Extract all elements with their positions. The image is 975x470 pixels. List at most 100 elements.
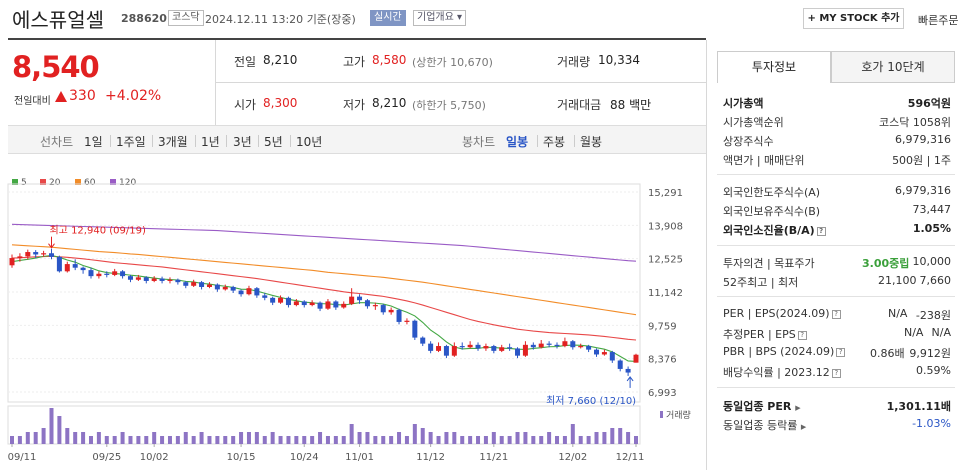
candle-body xyxy=(451,346,457,356)
period-3y[interactable]: 3년 xyxy=(233,135,252,149)
legend-label: 5 xyxy=(21,178,27,188)
invest-value: 6,979,316 xyxy=(895,133,951,146)
candle-body xyxy=(443,346,449,356)
candle-body xyxy=(333,301,339,308)
period-1y[interactable]: 1년 xyxy=(201,135,220,149)
candle-body xyxy=(25,252,31,257)
volume-bar xyxy=(41,428,46,444)
candle-body xyxy=(206,284,212,287)
invest-value: -238원 xyxy=(915,309,951,322)
upper-limit: (상한가 10,670) xyxy=(412,56,493,69)
candle-body xyxy=(254,288,260,296)
invest-value: 596억원 xyxy=(907,97,951,110)
company-overview-dropdown[interactable]: 기업개요 ▾ xyxy=(413,10,466,26)
volume-bar xyxy=(112,436,117,444)
chart-annotations: 최고 12,940 (09/19) 최저 7,660 (12/10) xyxy=(48,225,636,407)
candle-weekly[interactable]: 주봉 xyxy=(543,135,566,149)
volume-bar xyxy=(618,428,623,444)
volume-bar xyxy=(333,436,338,444)
volume-bar xyxy=(341,436,346,444)
volume-bar xyxy=(428,432,433,444)
invest-value: 1.05% xyxy=(912,222,951,235)
period-5y[interactable]: 5년 xyxy=(264,135,283,149)
y-tick-label: 6,993 xyxy=(648,388,677,399)
volume-bar xyxy=(310,436,315,444)
add-mystock-button[interactable]: + MY STOCK 추가 xyxy=(803,8,904,29)
candle-body xyxy=(522,344,528,356)
volume-bar xyxy=(555,436,560,444)
legend-label: 120 xyxy=(119,178,136,188)
volume-label: 거래량 xyxy=(557,55,591,69)
volume-bar xyxy=(239,432,244,444)
volume-bar xyxy=(626,432,631,444)
high-label: 고가 xyxy=(343,55,366,69)
help-icon[interactable]: ? xyxy=(836,348,846,357)
help-icon[interactable]: ? xyxy=(831,310,841,319)
change-rate: +4.02% xyxy=(105,88,162,104)
legend-swatch xyxy=(110,179,116,185)
invest-label: PER | EPS(2024.09)? xyxy=(723,307,841,320)
price-chart[interactable]: 5 20 60 120 15,291 13,908 12,525 11,142 9,759 8,… xyxy=(0,170,706,470)
quick-order-link[interactable]: 빠른주문 xyxy=(918,14,959,27)
candle-body xyxy=(183,282,189,286)
candle-body xyxy=(562,341,568,347)
help-icon[interactable]: ? xyxy=(797,331,807,340)
volume-bar xyxy=(325,436,330,444)
volume-bar xyxy=(96,432,101,444)
candle-body xyxy=(191,282,197,286)
volume-frame xyxy=(7,405,641,445)
chart-period-bar: 선차트 1일 1주일 3개월 1년 3년 5년 10년 봉차트 일봉 주봉 월봉 xyxy=(8,125,706,154)
volume-bar xyxy=(491,432,496,444)
candle-body xyxy=(80,267,86,271)
volume-bar xyxy=(231,436,236,444)
candle-body xyxy=(309,302,315,306)
volume-legend-swatch xyxy=(660,411,663,418)
current-price: 8,540 xyxy=(12,50,100,84)
volume-value: 10,334 xyxy=(598,53,640,67)
x-tick-label: 11/21 xyxy=(479,452,508,463)
volume-bar xyxy=(246,432,251,444)
max-arrow-head-icon xyxy=(48,243,55,249)
volume-bar xyxy=(88,436,93,444)
volume-bar xyxy=(483,436,488,444)
candle-body xyxy=(475,344,481,349)
candle-body xyxy=(151,278,157,281)
arrow-right-icon[interactable]: ▶ xyxy=(795,404,801,412)
volume-bar xyxy=(586,436,591,444)
realtime-badge[interactable]: 실시간 xyxy=(370,10,406,26)
tab-order-book[interactable]: 호가 10단계 xyxy=(831,51,955,83)
volume-bar xyxy=(357,432,362,444)
volume-bar xyxy=(183,432,188,444)
volume-bar xyxy=(120,432,125,444)
invest-label: 외국인보유주식수(B) xyxy=(723,205,821,218)
candle-body xyxy=(56,256,62,272)
period-1d[interactable]: 1일 xyxy=(84,135,103,149)
volume-bar xyxy=(199,432,204,444)
tab-invest-info[interactable]: 투자정보 xyxy=(717,51,831,83)
candle-monthly[interactable]: 월봉 xyxy=(580,135,603,149)
help-icon[interactable]: ? xyxy=(831,369,841,378)
volume-bar xyxy=(33,432,38,444)
x-tick-label: 10/02 xyxy=(140,452,169,463)
chart-grid xyxy=(7,183,641,403)
candle-body xyxy=(586,346,592,350)
period-3m[interactable]: 3개월 xyxy=(158,135,188,149)
candle-body xyxy=(412,320,418,338)
candle-chart-label: 봉차트 xyxy=(462,135,496,149)
candle-daily[interactable]: 일봉 xyxy=(506,135,529,149)
up-arrow-icon xyxy=(55,91,67,102)
candle-body xyxy=(199,282,205,287)
period-10y[interactable]: 10년 xyxy=(296,135,323,149)
candle-body xyxy=(112,271,118,275)
invest-label: 외국인한도주식수(A) xyxy=(723,186,821,199)
period-1w[interactable]: 1주일 xyxy=(116,135,146,149)
arrow-right-icon[interactable]: ▶ xyxy=(800,423,807,431)
volume-bar xyxy=(349,424,354,444)
stock-code: 288620 xyxy=(121,12,167,25)
panel-divider xyxy=(706,40,707,470)
invest-label: PBR | BPS (2024.09)? xyxy=(723,345,846,358)
help-icon[interactable]: ? xyxy=(816,227,826,236)
invest-label: 외국인소진율(B/A)? xyxy=(723,222,826,238)
candle-body xyxy=(546,343,552,345)
volume-bar xyxy=(25,432,30,444)
